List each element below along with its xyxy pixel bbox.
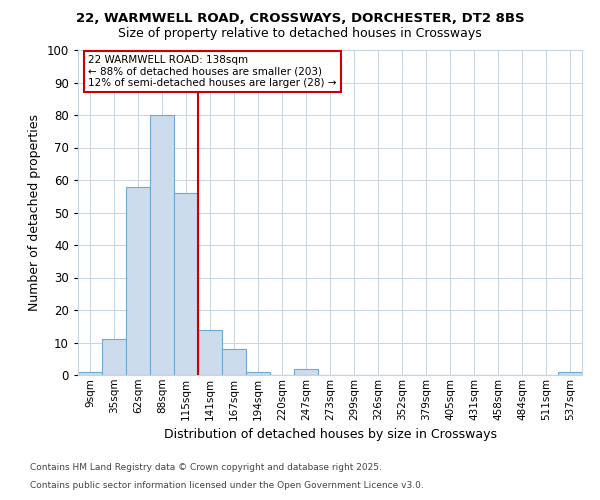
Bar bbox=[150, 115, 174, 375]
Y-axis label: Number of detached properties: Number of detached properties bbox=[28, 114, 41, 311]
Bar bbox=[246, 372, 270, 375]
Text: Contains public sector information licensed under the Open Government Licence v3: Contains public sector information licen… bbox=[30, 481, 424, 490]
X-axis label: Distribution of detached houses by size in Crossways: Distribution of detached houses by size … bbox=[163, 428, 497, 441]
Text: 22, WARMWELL ROAD, CROSSWAYS, DORCHESTER, DT2 8BS: 22, WARMWELL ROAD, CROSSWAYS, DORCHESTER… bbox=[76, 12, 524, 26]
Text: 22 WARMWELL ROAD: 138sqm
← 88% of detached houses are smaller (203)
12% of semi-: 22 WARMWELL ROAD: 138sqm ← 88% of detach… bbox=[88, 55, 337, 88]
Bar bbox=[558, 372, 582, 375]
Bar bbox=[102, 339, 126, 375]
Bar bbox=[294, 368, 318, 375]
Text: Contains HM Land Registry data © Crown copyright and database right 2025.: Contains HM Land Registry data © Crown c… bbox=[30, 464, 382, 472]
Text: Size of property relative to detached houses in Crossways: Size of property relative to detached ho… bbox=[118, 28, 482, 40]
Bar bbox=[222, 349, 246, 375]
Bar bbox=[198, 330, 222, 375]
Bar bbox=[126, 186, 150, 375]
Bar bbox=[78, 372, 102, 375]
Bar bbox=[174, 193, 198, 375]
